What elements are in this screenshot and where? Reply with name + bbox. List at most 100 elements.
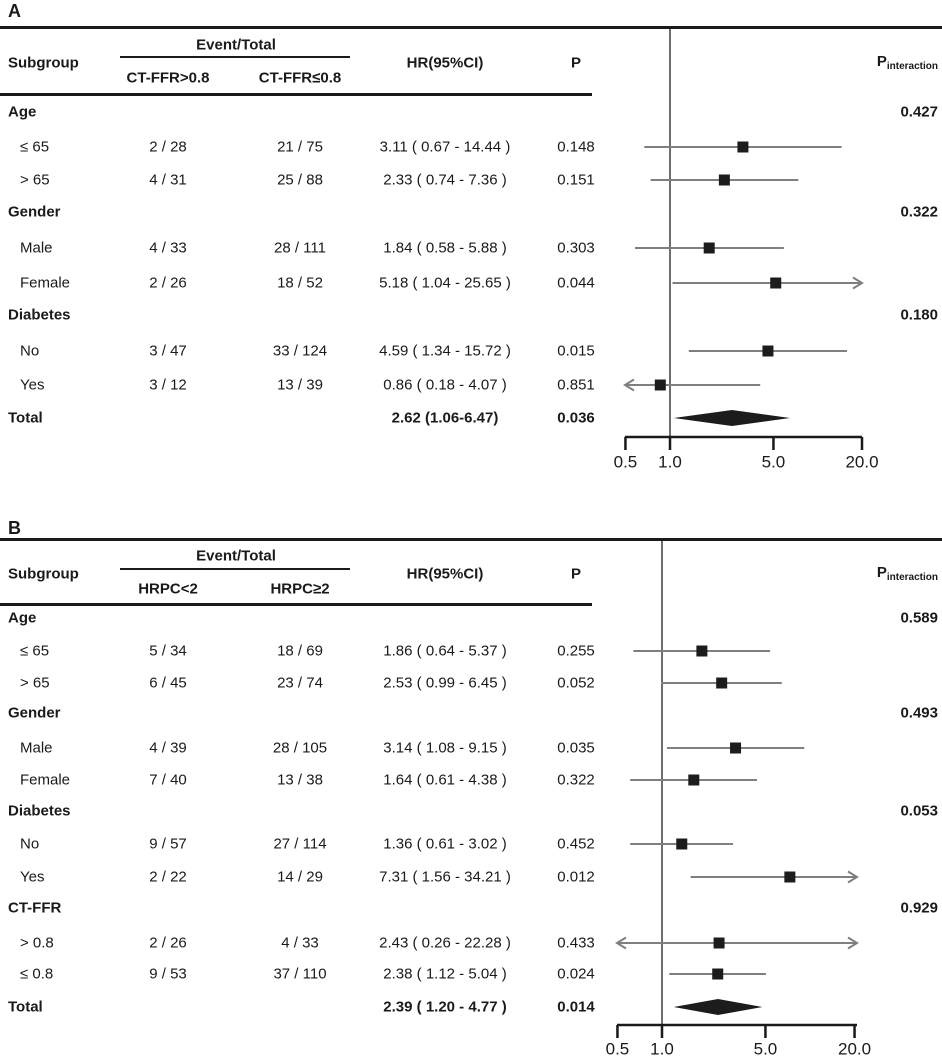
event-total-col2: 27 / 114 bbox=[273, 835, 327, 853]
row-label: No bbox=[20, 835, 40, 853]
hr-ci-value: 1.64 ( 0.61 - 4.38 ) bbox=[383, 771, 507, 789]
event-total-col1: 3 / 47 bbox=[149, 342, 187, 360]
panel-a-top-rule bbox=[0, 26, 942, 29]
hr-marker bbox=[716, 677, 728, 689]
event-total-col1: 2 / 26 bbox=[149, 934, 187, 952]
panel-a: A Subgroup Event/Total CT-FFR>0.8 CT-FFR… bbox=[0, 0, 942, 500]
hr-ci-value: 0.86 ( 0.18 - 4.07 ) bbox=[383, 376, 507, 394]
p-interaction-value: 0.427 bbox=[900, 103, 938, 121]
event-total-col2: 13 / 39 bbox=[277, 376, 323, 394]
panel-b-label: B bbox=[8, 518, 21, 538]
summary-diamond bbox=[673, 410, 791, 426]
header-subgroup: Subgroup bbox=[8, 565, 79, 583]
p-value: 0.024 bbox=[557, 965, 595, 983]
header-event-total: Event/Total bbox=[196, 547, 276, 565]
row-label: Yes bbox=[20, 376, 45, 394]
event-total-col2: 18 / 52 bbox=[277, 274, 323, 292]
panel-a-header-underline bbox=[0, 93, 592, 96]
p-value: 0.012 bbox=[557, 868, 595, 886]
panel-b-top-rule bbox=[0, 538, 942, 541]
header-col2: CT-FFR≤0.8 bbox=[258, 69, 342, 87]
row-label: ≤ 0.8 bbox=[20, 965, 54, 983]
p-interaction-value: 0.929 bbox=[900, 899, 938, 917]
hr-marker bbox=[730, 742, 742, 754]
event-total-col2: 25 / 88 bbox=[277, 171, 323, 189]
hr-marker bbox=[654, 379, 666, 391]
header-p-interaction: Pinteraction bbox=[876, 564, 938, 583]
row-label: Total bbox=[8, 998, 43, 1016]
axis-tick-label: 0.5 bbox=[605, 1039, 630, 1059]
row-label: Female bbox=[20, 771, 71, 789]
axis-tick-label: 20.0 bbox=[838, 1039, 872, 1059]
hr-ci-value: 1.36 ( 0.61 - 3.02 ) bbox=[383, 835, 507, 853]
axis-tick-label: 5.0 bbox=[753, 1039, 778, 1059]
event-total-col2: 18 / 69 bbox=[277, 642, 323, 660]
p-interaction-value: 0.589 bbox=[900, 609, 938, 627]
header-p-interaction: Pinteraction bbox=[876, 53, 938, 72]
axis-tick-label: 5.0 bbox=[761, 452, 786, 472]
hr-ci-value: 7.31 ( 1.56 - 34.21 ) bbox=[379, 868, 511, 886]
row-label: Yes bbox=[20, 868, 45, 886]
header-hr: HR(95%CI) bbox=[406, 565, 484, 583]
axis-tick-label: 1.0 bbox=[658, 452, 682, 472]
hr-ci-value: 2.53 ( 0.99 - 6.45 ) bbox=[383, 674, 507, 692]
event-total-col1: 4 / 31 bbox=[149, 171, 187, 189]
row-group-label: CT-FFR bbox=[8, 899, 62, 917]
event-total-col1: 4 / 33 bbox=[149, 239, 187, 257]
header-p: P bbox=[570, 54, 582, 72]
event-total-underline bbox=[120, 568, 350, 570]
hr-ci-value: 3.11 ( 0.67 - 14.44 ) bbox=[379, 138, 511, 156]
event-total-col2: 28 / 111 bbox=[274, 239, 326, 257]
header-p: P bbox=[570, 565, 582, 583]
hr-marker bbox=[712, 968, 724, 980]
left-arrow bbox=[615, 936, 627, 950]
hr-marker bbox=[713, 937, 725, 949]
event-total-col2: 23 / 74 bbox=[277, 674, 323, 692]
event-total-col1: 2 / 22 bbox=[149, 868, 187, 886]
hr-ci-value: 2.38 ( 1.12 - 5.04 ) bbox=[383, 965, 507, 983]
hr-ci-value: 4.59 ( 1.34 - 15.72 ) bbox=[379, 342, 511, 360]
row-group-label: Age bbox=[8, 103, 37, 121]
p-value: 0.052 bbox=[557, 674, 595, 692]
p-value: 0.322 bbox=[557, 771, 595, 789]
row-label: Male bbox=[20, 239, 53, 257]
hr-marker bbox=[676, 838, 688, 850]
row-label: Total bbox=[8, 409, 43, 427]
p-value: 0.851 bbox=[557, 376, 595, 394]
event-total-col2: 21 / 75 bbox=[277, 138, 323, 156]
p-value: 0.303 bbox=[557, 239, 595, 257]
event-total-col2: 33 / 124 bbox=[272, 342, 328, 360]
event-total-col1: 3 / 12 bbox=[149, 376, 187, 394]
p-value: 0.014 bbox=[557, 998, 595, 1016]
hr-marker bbox=[703, 242, 715, 254]
x-axis bbox=[624, 435, 864, 450]
p-interaction-value: 0.322 bbox=[900, 203, 938, 221]
p-value: 0.015 bbox=[557, 342, 595, 360]
panel-b-header-underline bbox=[0, 603, 592, 606]
row-group-label: Gender bbox=[8, 704, 61, 722]
event-total-col1: 2 / 28 bbox=[149, 138, 187, 156]
hr-marker bbox=[770, 277, 782, 289]
row-group-label: Diabetes bbox=[8, 802, 71, 820]
event-total-col1: 4 / 39 bbox=[149, 739, 187, 757]
hr-marker bbox=[737, 141, 749, 153]
p-value: 0.433 bbox=[557, 934, 595, 952]
p-value: 0.148 bbox=[557, 138, 595, 156]
p-interaction-value: 0.053 bbox=[900, 802, 938, 820]
row-label: Male bbox=[20, 739, 53, 757]
row-label: > 65 bbox=[20, 674, 50, 692]
row-label: > 0.8 bbox=[20, 934, 54, 952]
row-group-label: Diabetes bbox=[8, 306, 71, 324]
hr-marker bbox=[688, 774, 700, 786]
panel-b: B Subgroup Event/Total HRPC<2 HRPC≥2 HR(… bbox=[0, 518, 942, 1063]
header-col1: CT-FFR>0.8 bbox=[126, 69, 210, 87]
header-hr: HR(95%CI) bbox=[406, 54, 484, 72]
hr-ci-value: 2.62 (1.06-6.47) bbox=[391, 409, 499, 427]
row-label: > 65 bbox=[20, 171, 50, 189]
event-total-col1: 6 / 45 bbox=[149, 674, 187, 692]
hr-ci-value: 1.86 ( 0.64 - 5.37 ) bbox=[383, 642, 507, 660]
hr-ci-value: 2.33 ( 0.74 - 7.36 ) bbox=[383, 171, 507, 189]
event-total-col1: 9 / 53 bbox=[149, 965, 187, 983]
row-group-label: Gender bbox=[8, 203, 61, 221]
